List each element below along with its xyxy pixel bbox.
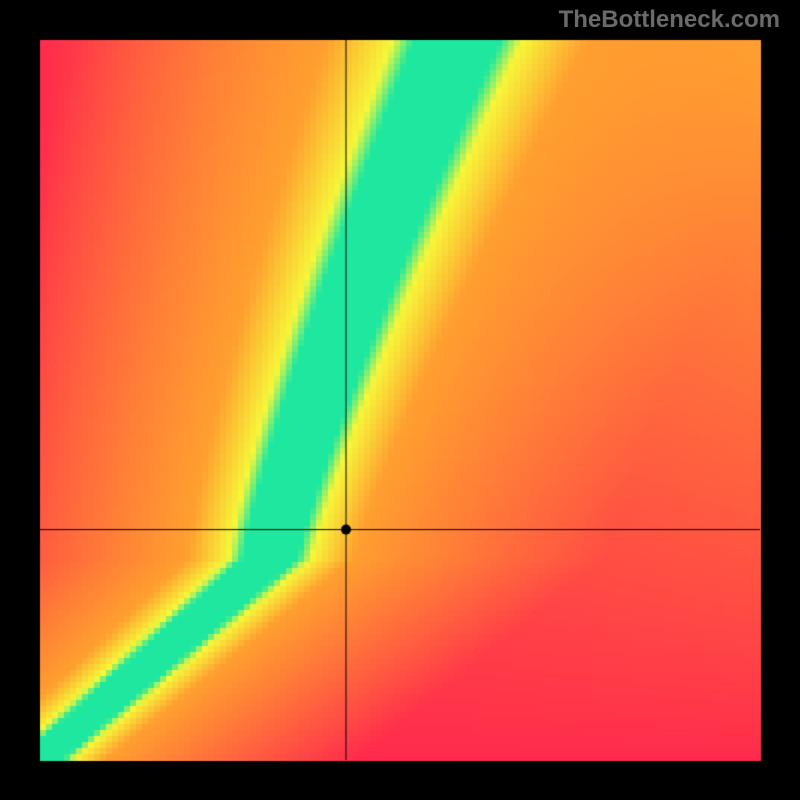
watermark-text: TheBottleneck.com <box>559 6 780 34</box>
bottleneck-heatmap <box>0 0 800 800</box>
chart-container: TheBottleneck.com <box>0 0 800 800</box>
